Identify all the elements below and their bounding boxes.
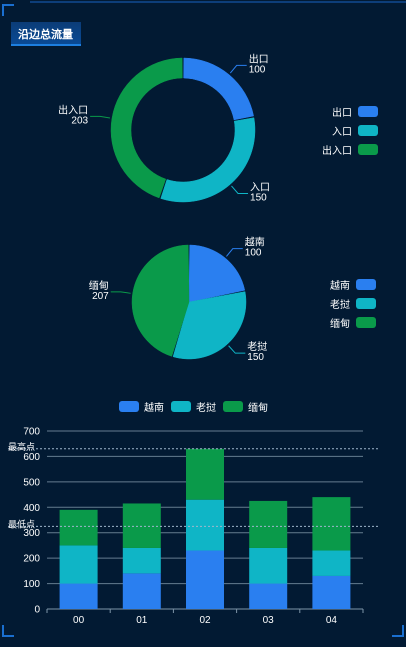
bar-segment	[312, 575, 351, 609]
frame-corner-br	[392, 625, 404, 637]
pie-slice	[172, 291, 247, 360]
bar-legend-item[interactable]: 老挝	[171, 399, 216, 414]
pie-label-line	[226, 248, 243, 257]
pie-slice	[160, 117, 256, 203]
legend-label: 越南	[144, 403, 164, 414]
bar-legend-item[interactable]: 越南	[119, 399, 164, 414]
pie-label-name: 老挝	[247, 340, 267, 353]
x-tick-label: 04	[326, 615, 338, 626]
bar-legend-item[interactable]: 缅甸	[223, 399, 268, 414]
title-box	[11, 22, 81, 46]
legend-item[interactable]: 越南	[330, 277, 376, 292]
legend-swatch	[356, 317, 376, 328]
pie-slice	[110, 57, 183, 199]
pie-label-value: 203	[71, 115, 88, 126]
bar-segment	[122, 503, 161, 548]
legend-label: 出口	[332, 108, 352, 119]
legend-label: 缅甸	[330, 319, 350, 330]
legend-swatch	[119, 401, 139, 412]
bar-segment	[122, 573, 161, 609]
y-tick-label: 600	[23, 452, 40, 463]
legend-label: 老挝	[196, 403, 216, 414]
bar-segment	[122, 547, 161, 574]
mark-line-label: 最低点	[8, 518, 35, 529]
legend-label: 越南	[330, 281, 350, 292]
bar-segment	[312, 497, 351, 551]
legend-swatch	[356, 279, 376, 290]
y-tick-label: 400	[23, 503, 40, 514]
pie-label-value: 150	[250, 192, 267, 203]
y-tick-label: 700	[23, 427, 40, 438]
bar-segment	[312, 550, 351, 576]
pie-label-value: 207	[92, 291, 109, 302]
legend-swatch	[358, 106, 378, 117]
frame-corner-tl	[2, 4, 14, 16]
legend-item[interactable]: 缅甸	[330, 315, 376, 330]
pie-label-value: 150	[247, 352, 264, 363]
bar-segment	[249, 500, 288, 548]
bar-segment	[59, 509, 98, 546]
y-tick-label: 100	[23, 579, 40, 590]
pie-slice	[183, 57, 254, 121]
pie-label-line	[110, 291, 131, 294]
pie-label-line	[229, 64, 247, 74]
bar-segment	[249, 583, 288, 609]
legend-label: 缅甸	[248, 403, 268, 414]
legend-label: 出入口	[322, 146, 352, 157]
pie-slice	[131, 244, 190, 357]
pie-label-line	[90, 115, 111, 119]
legend-item[interactable]: 出入口	[322, 142, 378, 157]
bar-segment	[249, 547, 288, 584]
bar-segment	[59, 583, 98, 609]
mark-line-label: 最高点	[8, 441, 35, 452]
y-tick-label: 500	[23, 477, 40, 488]
legend-item[interactable]: 老挝	[330, 296, 376, 311]
pie-label-name: 越南	[245, 236, 265, 249]
legend-swatch	[358, 125, 378, 136]
pie-label-name: 入口	[250, 182, 270, 193]
pie-label-name: 出入口	[58, 103, 88, 116]
legend-swatch	[358, 144, 378, 155]
pie-label-line	[231, 185, 249, 194]
legend-label: 入口	[332, 127, 352, 138]
bar-segment	[186, 448, 224, 500]
pie-slice	[188, 244, 246, 303]
x-tick-label: 03	[263, 615, 275, 626]
legend-swatch	[223, 401, 243, 412]
pie-label-name: 缅甸	[89, 279, 109, 292]
pie-label-line	[228, 345, 246, 354]
x-tick-label: 00	[73, 615, 85, 626]
bar-segment	[186, 499, 224, 551]
pie-label-name: 出口	[249, 52, 269, 65]
legend-item[interactable]: 入口	[332, 123, 378, 138]
legend-label: 老挝	[330, 300, 350, 311]
legend-swatch	[171, 401, 191, 412]
legend-swatch	[356, 298, 376, 309]
frame-top-line	[30, 1, 406, 3]
x-tick-label: 01	[136, 615, 148, 626]
y-tick-label: 200	[23, 554, 40, 565]
bar-segment	[186, 550, 224, 609]
bar-segment	[59, 545, 98, 584]
y-tick-label: 300	[23, 528, 40, 539]
frame-corner-bl	[2, 625, 14, 637]
page-title: 沿边总流量	[18, 29, 73, 41]
legend-item[interactable]: 出口	[332, 104, 378, 119]
pie-label-value: 100	[245, 248, 262, 259]
pie-label-value: 100	[249, 64, 266, 75]
x-tick-label: 02	[199, 615, 211, 626]
y-tick-label: 0	[34, 605, 40, 616]
